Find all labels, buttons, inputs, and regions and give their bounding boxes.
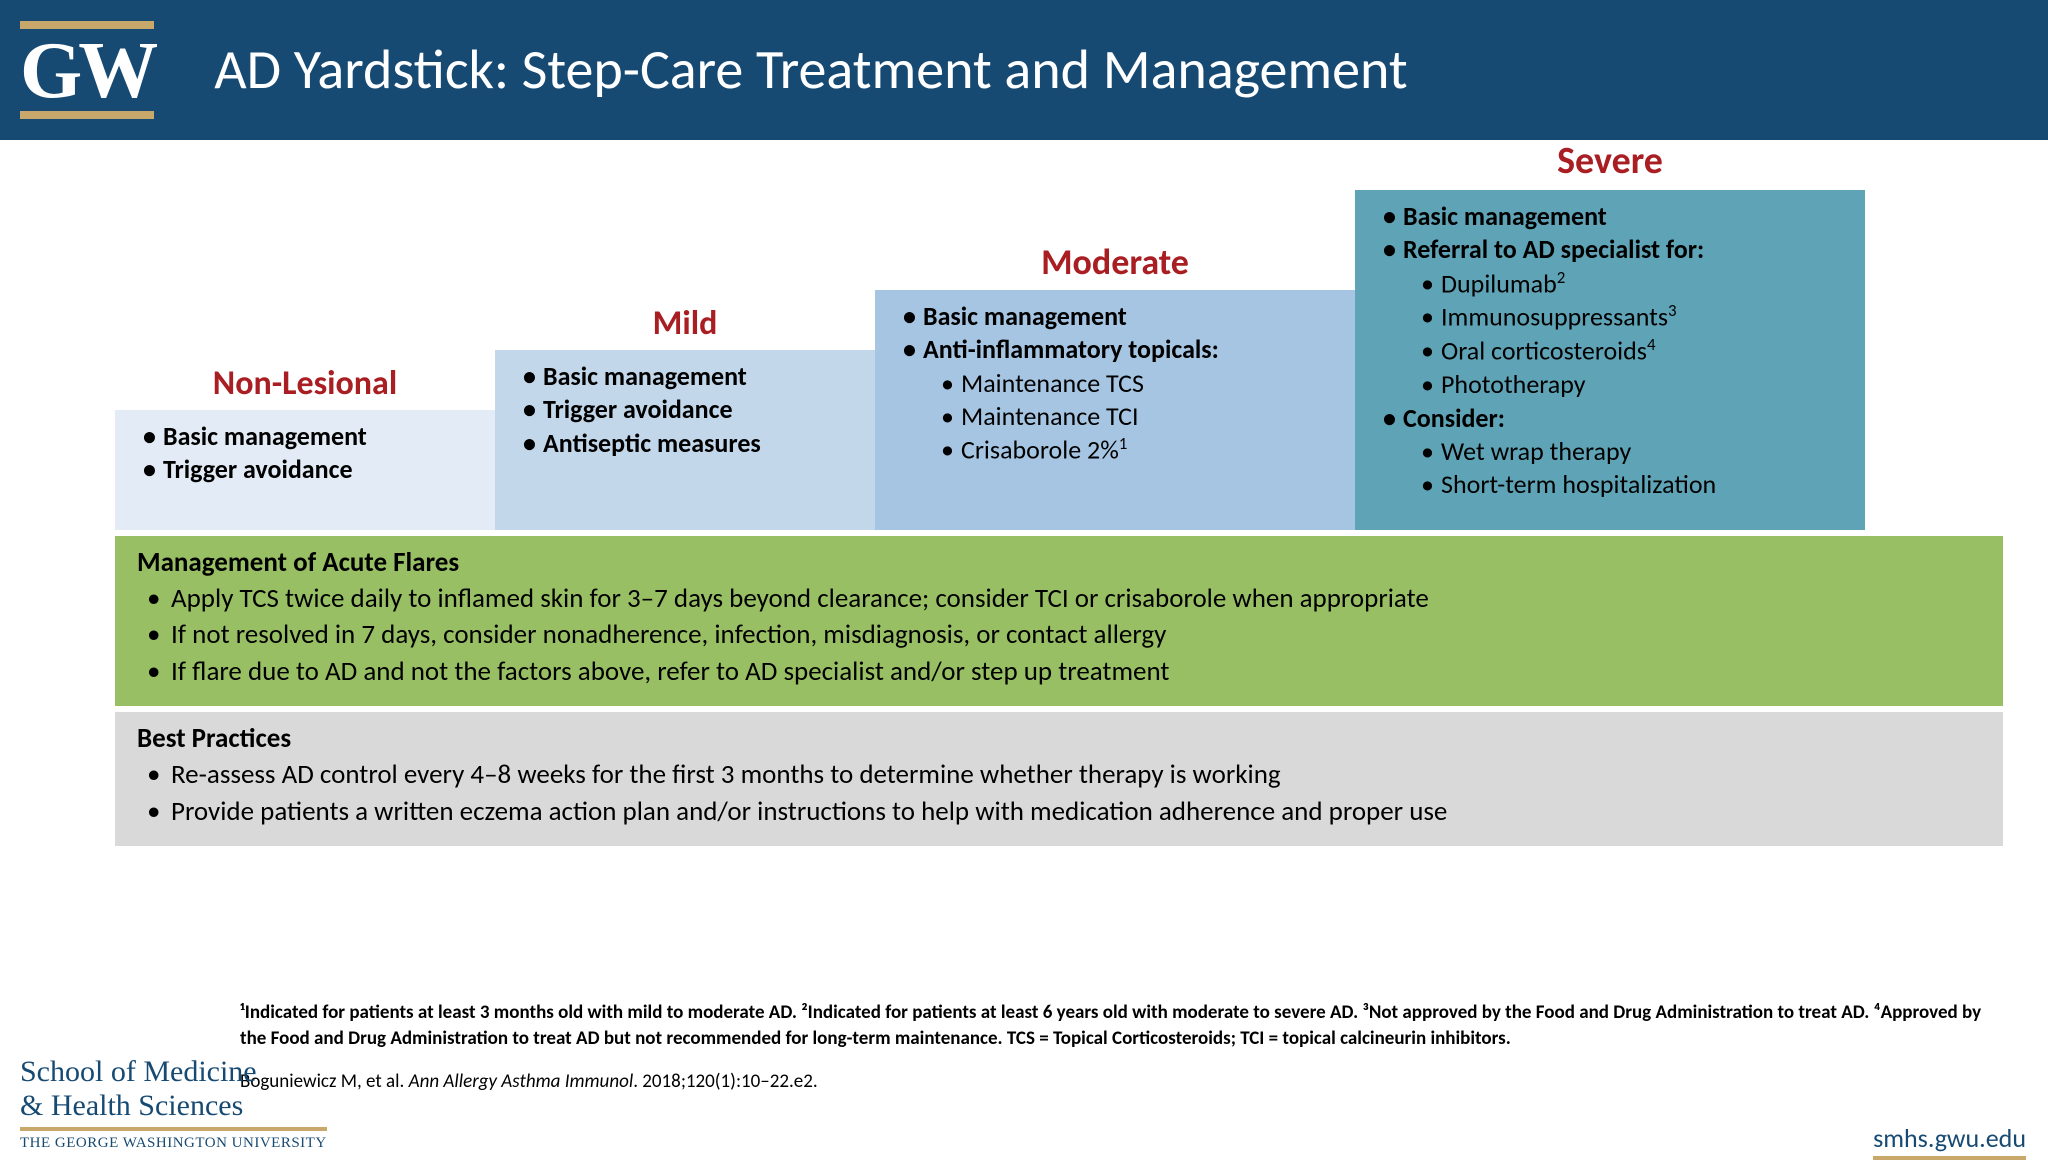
school-line1: School of Medicine [20,1055,327,1089]
step-item: Anti-inflammatory topicals: [901,333,1337,366]
step-item: Antiseptic measures [521,427,857,460]
step-title: Non-Lesional [115,363,495,404]
school-line2: & Health Sciences [20,1089,327,1123]
step-box: Basic managementTrigger avoidance [115,410,495,530]
footer-url: smhs.gwu.edu [1873,1122,2026,1160]
step-item: Basic management [521,360,857,393]
step-item: Referral to AD specialist for: [1381,233,1847,266]
list-item: If flare due to AD and not the factors a… [137,654,1981,690]
step-title: Moderate [875,240,1355,284]
list-item: Apply TCS twice daily to inflamed skin f… [137,581,1981,617]
step-box: Basic managementReferral to AD specialis… [1355,190,1865,530]
best-practices-band: Best Practices Re-assess AD control ever… [115,712,2003,846]
step-item: Dupilumab2 [1381,267,1847,301]
citation-rest: . 2018;120(1):10–22.e2. [633,1070,817,1093]
gw-logo: GW [20,21,154,119]
step-title: Mild [495,303,875,344]
list-item: If not resolved in 7 days, consider nona… [137,617,1981,653]
step-item: Short-term hospitalization [1381,468,1847,501]
step-box: Basic managementAnti-inflammatory topica… [875,290,1355,530]
step-item: Consider: [1381,402,1847,435]
step-item: Phototherapy [1381,368,1847,401]
footnotes: ¹Indicated for patients at least 3 month… [240,1000,1988,1095]
list-item: Provide patients a written eczema action… [137,794,1981,830]
step-item: Basic management [901,300,1337,333]
footnote-text: ¹Indicated for patients at least 3 month… [240,1000,1988,1051]
step-title: Severe [1355,138,1865,184]
best-title: Best Practices [137,722,1981,755]
list-item: Re-assess AD control every 4–8 weeks for… [137,757,1981,793]
step-item: Trigger avoidance [521,393,857,426]
step-item: Basic management [1381,200,1847,233]
school-logo-block: School of Medicine & Health Sciences THE… [20,1055,327,1152]
acute-title: Management of Acute Flares [137,546,1981,579]
step-item: Basic management [141,420,477,453]
step-item: Crisaborole 2%1 [901,433,1337,467]
step-item: Oral corticosteroids4 [1381,334,1847,368]
step-diagram: Non-LesionalBasic managementTrigger avoi… [115,170,2003,530]
school-line3: THE GEORGE WASHINGTON UNIVERSITY [20,1127,327,1152]
citation: Boguniewicz M, et al. Ann Allergy Asthma… [240,1069,1988,1095]
acute-list: Apply TCS twice daily to inflamed skin f… [137,581,1981,690]
step-item: Maintenance TCS [901,367,1337,400]
acute-flares-band: Management of Acute Flares Apply TCS twi… [115,536,2003,706]
header-bar: GW AD Yardstick: Step-Care Treatment and… [0,0,2048,140]
step-item: Trigger avoidance [141,453,477,486]
slide-content: Non-LesionalBasic managementTrigger avoi… [115,170,2003,846]
step-box: Basic managementTrigger avoidanceAntisep… [495,350,875,530]
step-item: Maintenance TCI [901,400,1337,433]
slide-title: AD Yardstick: Step-Care Treatment and Ma… [214,36,1407,104]
step-item: Wet wrap therapy [1381,435,1847,468]
best-list: Re-assess AD control every 4–8 weeks for… [137,757,1981,830]
citation-journal: Ann Allergy Asthma Immunol [409,1070,634,1093]
step-item: Immunosuppressants3 [1381,300,1847,334]
